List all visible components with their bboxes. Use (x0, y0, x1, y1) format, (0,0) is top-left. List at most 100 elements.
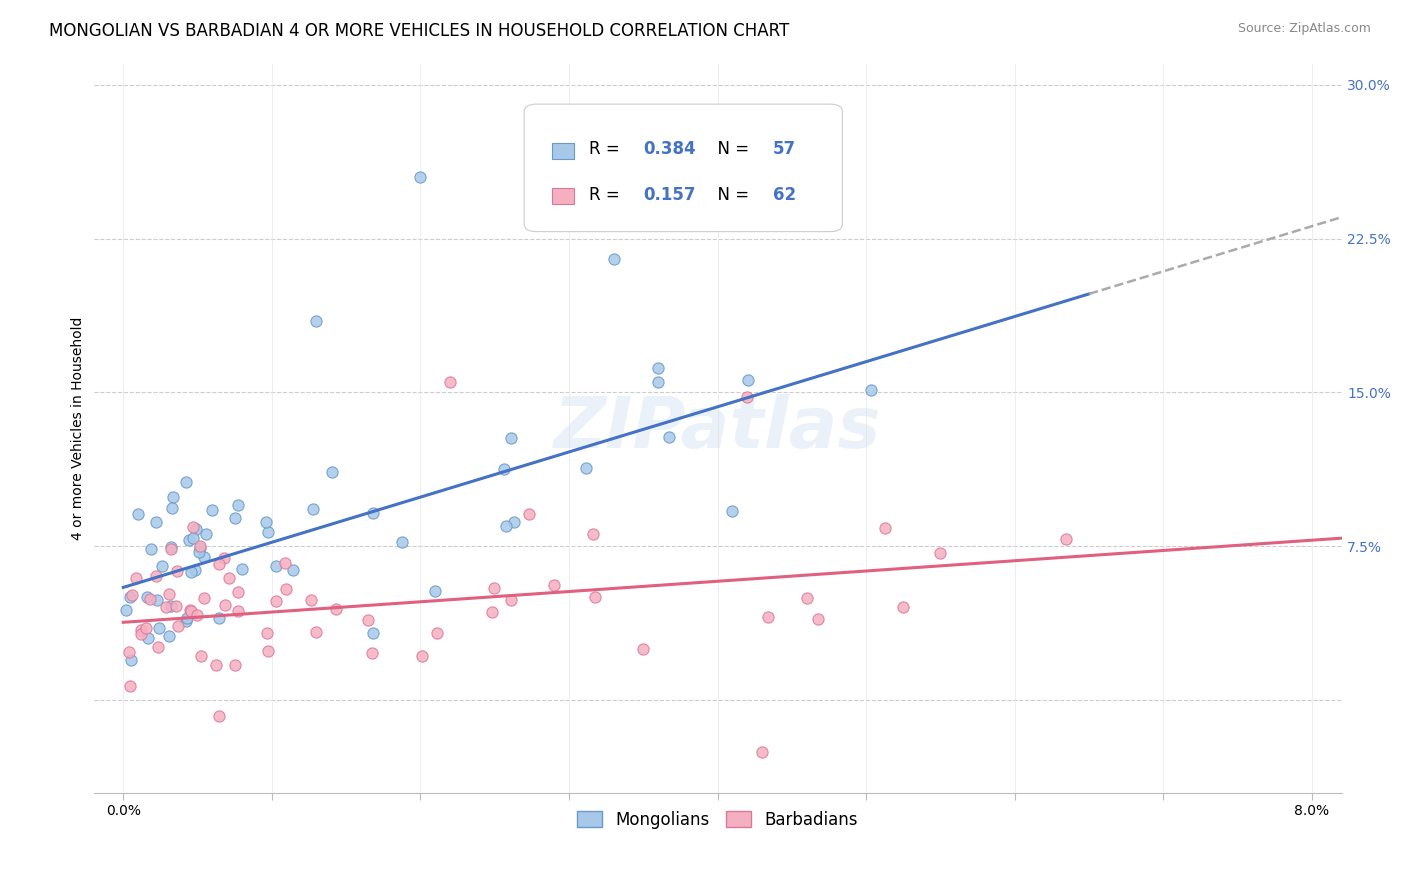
Point (212, 551, 235, 566)
Point (145, 569, 167, 583)
Y-axis label: 4 or more Vehicles in Household: 4 or more Vehicles in Household (72, 317, 86, 540)
Point (751, 745, 773, 759)
Point (256, 626, 278, 640)
Text: R =: R = (589, 140, 624, 159)
Point (361, 507, 384, 521)
Point (208, 611, 231, 625)
Point (264, 558, 287, 573)
Point (201, 503, 224, 517)
Point (411, 649, 433, 664)
Point (721, 503, 744, 517)
Point (155, 599, 177, 614)
Point (231, 562, 253, 576)
Text: 0.384: 0.384 (644, 140, 696, 159)
Point (205, 658, 228, 673)
Point (582, 527, 605, 541)
Point (129, 624, 152, 638)
Point (929, 546, 952, 560)
Point (299, 593, 322, 607)
Point (360, 646, 382, 660)
Point (735, 390, 758, 404)
FancyBboxPatch shape (524, 104, 842, 232)
Point (157, 587, 180, 601)
Point (494, 462, 516, 476)
Point (160, 541, 183, 556)
Point (224, 510, 246, 524)
Point (325, 602, 347, 616)
Point (180, 604, 202, 618)
Point (482, 582, 505, 596)
Point (631, 642, 654, 657)
Point (321, 465, 343, 479)
Point (160, 541, 183, 555)
Point (120, 653, 142, 667)
Point (796, 591, 818, 605)
Point (146, 593, 169, 607)
Point (115, 603, 138, 617)
Point (193, 591, 215, 606)
Text: N =: N = (707, 140, 755, 159)
Point (165, 599, 187, 613)
Text: MONGOLIAN VS BARBADIAN 4 OR MORE VEHICLES IN HOUSEHOLD CORRELATION CHART: MONGOLIAN VS BARBADIAN 4 OR MORE VEHICLE… (49, 22, 789, 40)
Point (184, 563, 207, 577)
Text: 57: 57 (773, 140, 796, 159)
Point (120, 679, 142, 693)
Point (226, 499, 249, 513)
Point (361, 626, 384, 640)
FancyBboxPatch shape (551, 188, 574, 204)
Point (423, 583, 446, 598)
Point (195, 527, 218, 541)
Point (139, 591, 162, 606)
Point (166, 618, 188, 632)
Point (190, 648, 212, 663)
Text: 62: 62 (773, 186, 796, 203)
Point (181, 520, 204, 534)
Point (756, 609, 779, 624)
Point (737, 373, 759, 387)
Point (187, 545, 209, 559)
Point (499, 592, 522, 607)
Point (658, 430, 681, 444)
Point (226, 585, 249, 599)
Point (157, 629, 180, 643)
Text: 0.157: 0.157 (644, 186, 696, 203)
Point (121, 588, 143, 602)
Point (647, 375, 669, 389)
Point (301, 502, 323, 516)
Point (357, 613, 380, 627)
Point (1054, 532, 1077, 546)
Point (152, 559, 174, 574)
Point (180, 565, 202, 579)
Point (647, 360, 669, 375)
Point (139, 541, 162, 556)
Point (426, 625, 449, 640)
Point (439, 375, 461, 389)
Point (184, 522, 207, 536)
Point (254, 516, 277, 530)
Point (409, 169, 432, 184)
Point (186, 608, 208, 623)
Point (807, 612, 830, 626)
Point (166, 564, 188, 578)
Point (190, 541, 212, 555)
Point (207, 709, 229, 723)
Point (305, 625, 328, 640)
Point (148, 621, 170, 635)
Point (859, 384, 882, 398)
Text: N =: N = (707, 186, 755, 203)
Point (305, 313, 328, 327)
Point (124, 571, 146, 585)
Point (583, 590, 606, 604)
Point (495, 519, 517, 533)
Point (118, 645, 141, 659)
Point (873, 521, 896, 535)
Point (391, 534, 413, 549)
Point (145, 515, 167, 529)
Point (257, 643, 280, 657)
Point (575, 460, 598, 475)
Point (543, 578, 565, 592)
Point (127, 507, 149, 521)
Point (517, 507, 540, 521)
Point (174, 614, 197, 628)
Point (602, 252, 624, 266)
